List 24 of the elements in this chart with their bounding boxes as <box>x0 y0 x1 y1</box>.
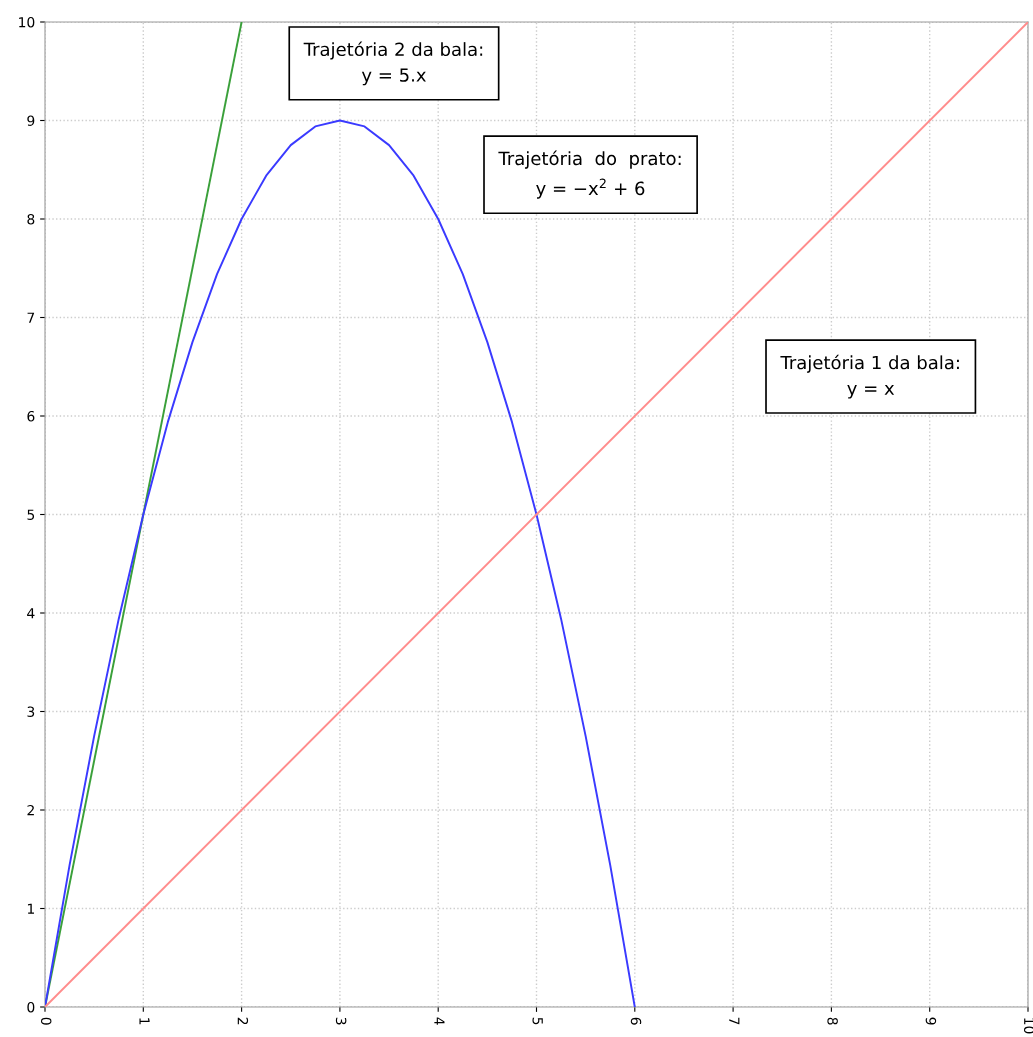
annotation: Trajetória 1 da bala: y = x <box>780 354 959 399</box>
y-tick-label: 4 <box>27 608 35 619</box>
x-tick-label: 0 <box>40 1017 52 1025</box>
x-tick-label: 4 <box>434 1017 445 1025</box>
y-tick-label: 2 <box>27 804 34 816</box>
x-tick-label: 7 <box>729 1017 740 1025</box>
y-tick-label: 7 <box>27 312 35 323</box>
x-tick-label: 5 <box>532 1017 543 1025</box>
x-tick-label: 9 <box>925 1017 937 1025</box>
y-tick-label: 6 <box>27 410 35 422</box>
x-tick-label: 8 <box>827 1017 838 1025</box>
y-tick-label: 8 <box>27 213 35 225</box>
y-tick-label: 0 <box>27 1001 35 1013</box>
x-tick-label: 1 <box>139 1018 150 1025</box>
y-tick-label: 9 <box>27 115 35 126</box>
x-tick-label: 3 <box>335 1017 347 1025</box>
x-tick-label: 6 <box>630 1017 642 1025</box>
annotation: Trajetória 2 da bala: y = 5.x <box>303 41 483 86</box>
y-tick-label: 3 <box>27 706 35 717</box>
x-tick-label: 2 <box>237 1017 249 1025</box>
annotation: Trajetória do prato: y = −x$^{2}$ + 6 <box>498 150 681 199</box>
y-tick-label: 10 <box>19 16 35 28</box>
y-tick-label: 5 <box>27 509 35 520</box>
y-tick-label: 1 <box>27 903 34 914</box>
